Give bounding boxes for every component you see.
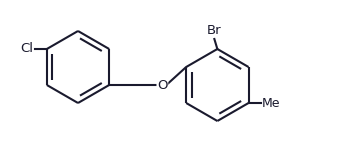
Text: O: O bbox=[157, 78, 168, 92]
Text: Me: Me bbox=[262, 96, 280, 110]
Text: Br: Br bbox=[207, 24, 222, 37]
Text: Cl: Cl bbox=[20, 42, 33, 56]
